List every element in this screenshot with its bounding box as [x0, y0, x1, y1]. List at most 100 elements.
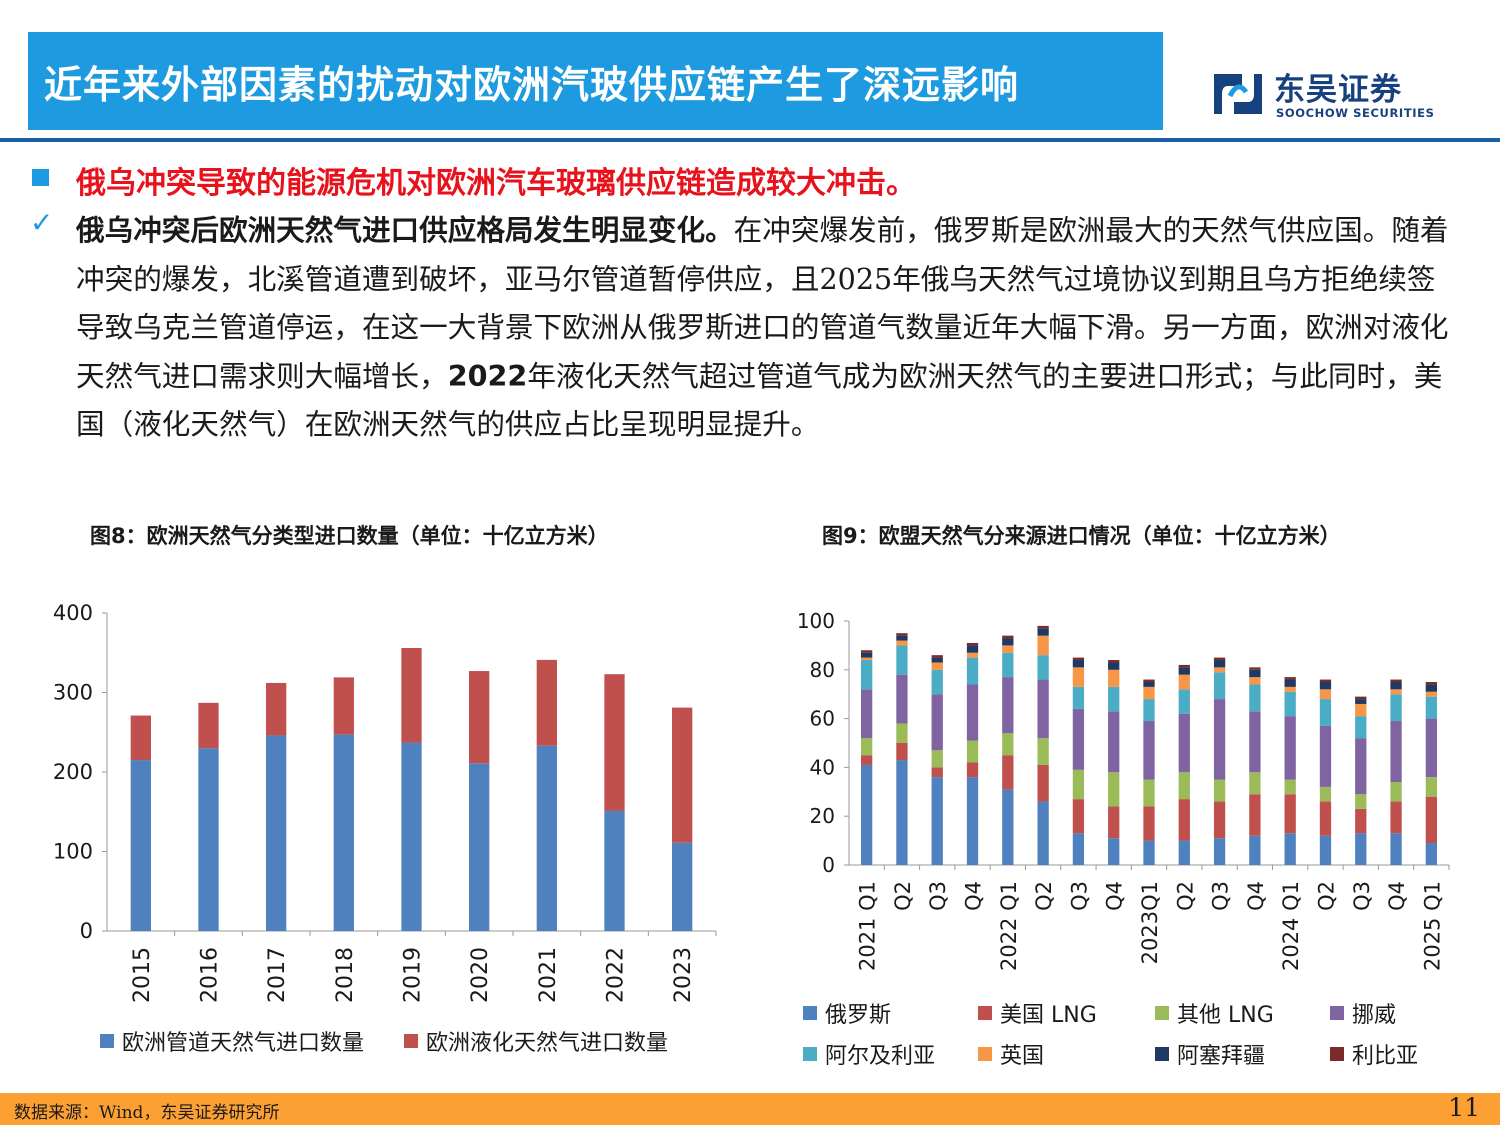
x-category-label: 2020: [468, 947, 493, 1003]
legend-swatch: [803, 1047, 817, 1061]
title-bar: 近年来外部因素的扰动对欧洲汽玻供应链产生了深远影响: [28, 32, 1163, 130]
bar-segment: [1390, 694, 1402, 722]
legend-swatch: [978, 1006, 992, 1020]
x-category-label: 2023Q1: [1138, 881, 1162, 964]
headline: 俄乌冲突导致的能源危机对欧洲汽车玻璃供应链造成较大冲击。: [76, 166, 916, 201]
bar-segment: [1037, 635, 1049, 656]
bar-segment: [931, 694, 943, 751]
x-category-label: 2021 Q1: [856, 881, 880, 971]
x-category-label: 2022: [604, 947, 629, 1003]
bar-segment: [1319, 682, 1332, 690]
figure8-caption: 图8：欧洲天然气分类型进口数量（单位：十亿立方米）: [90, 524, 609, 548]
bar-segment: [604, 810, 625, 931]
x-category-label: 2016: [198, 947, 223, 1003]
bar-segment: [1178, 772, 1190, 800]
legend-label: 欧洲管道天然气进口数量: [122, 1031, 365, 1056]
x-category-label: Q4: [962, 881, 986, 911]
bar-segment: [672, 707, 693, 843]
bar-segment: [1002, 755, 1014, 790]
bar-segment: [896, 743, 908, 761]
bar-segment: [1249, 772, 1261, 795]
bar-segment: [1178, 689, 1190, 714]
x-category-label: 2022 Q1: [997, 881, 1021, 971]
bar-segment: [130, 760, 151, 931]
bar-segment: [931, 777, 943, 865]
bar-segment: [1390, 833, 1402, 865]
bar-segment: [1319, 801, 1332, 836]
bar-segment: [672, 842, 693, 931]
source-note: 数据来源：Wind，东吴证券研究所: [14, 1103, 280, 1123]
x-category-label: Q4: [1103, 881, 1127, 911]
bar-segment: [1284, 833, 1296, 865]
bar-segment: [1178, 713, 1190, 773]
bar-segment: [1072, 660, 1085, 668]
bar-segment: [896, 645, 908, 675]
bar-segment: [401, 742, 422, 931]
bar-segment: [1213, 672, 1226, 700]
x-category-label: 2019: [401, 947, 426, 1003]
bar-segment: [1072, 667, 1085, 687]
bar-segment: [966, 645, 979, 653]
x-category-label: 2015: [130, 947, 155, 1003]
bar-segment: [1284, 677, 1296, 680]
bar-segment: [1002, 635, 1014, 639]
x-category-label: Q3: [1067, 881, 1091, 911]
bar-segment: [861, 755, 873, 765]
checkmark-icon: ✓: [30, 206, 54, 239]
x-category-label: 2018: [333, 947, 358, 1003]
y-tick-label: 0: [822, 853, 835, 877]
bar-segment: [1355, 738, 1367, 795]
legend-item: 挪威: [1330, 997, 1396, 1029]
x-category-label: Q2: [1032, 881, 1056, 911]
bar-segment: [1108, 662, 1120, 670]
x-category-label: 2025 Q1: [1420, 881, 1444, 971]
bar-segment: [1037, 801, 1049, 865]
bar-segment: [1213, 660, 1226, 668]
legend-swatch: [1155, 1047, 1169, 1061]
bar-segment: [198, 702, 219, 749]
bar-segment: [1390, 782, 1402, 802]
legend-label: 利比亚: [1352, 1044, 1419, 1069]
y-tick-label: 40: [810, 755, 835, 779]
bar-segment: [1249, 794, 1261, 836]
x-category-label: Q2: [891, 881, 915, 911]
x-category-label: 2023: [671, 947, 696, 1003]
x-category-label: Q2: [1173, 881, 1197, 911]
x-category-label: 2021: [536, 947, 561, 1003]
bar-segment: [1037, 628, 1049, 636]
legend-label: 阿尔及利亚: [825, 1044, 936, 1069]
bar-segment: [1178, 667, 1190, 675]
bar-segment: [1143, 840, 1155, 865]
bar-segment: [1249, 677, 1261, 685]
bar-segment: [861, 689, 873, 739]
x-category-label: Q3: [1209, 881, 1233, 911]
bar-segment: [966, 762, 979, 778]
bar-segment: [1143, 682, 1155, 687]
x-category-label: Q3: [926, 881, 950, 911]
legend-item: 其他 LNG: [1155, 997, 1274, 1029]
bar-segment: [333, 734, 354, 931]
y-tick-label: 100: [53, 840, 93, 864]
legend-item: 欧洲管道天然气进口数量: [100, 1025, 364, 1057]
x-category-label: Q3: [1350, 881, 1374, 911]
bar-segment: [896, 723, 908, 743]
y-tick-label: 20: [810, 804, 835, 828]
bar-segment: [861, 660, 873, 690]
bar-segment: [1178, 674, 1190, 690]
bar-segment: [1425, 843, 1437, 865]
legend-label: 挪威: [1352, 1003, 1397, 1028]
body-text-2: 年液化天然气超过管道气成为欧洲天然气的主要进口形式；与此同时，美国（液化天然气）…: [76, 358, 1443, 442]
bar-segment: [966, 740, 979, 763]
x-category-label: 2024 Q1: [1279, 881, 1303, 971]
bar-segment: [861, 652, 873, 658]
bar-segment: [130, 715, 151, 761]
bar-segment: [1390, 682, 1402, 690]
x-category-label: 2017: [265, 947, 290, 1003]
legend-label: 美国 LNG: [1000, 1003, 1097, 1028]
bar-segment: [1355, 699, 1367, 704]
bar-segment: [1284, 779, 1296, 795]
legend-swatch: [100, 1034, 114, 1048]
legend-item: 阿塞拜疆: [1155, 1038, 1265, 1070]
bar-segment: [1072, 769, 1085, 800]
page-number: 11: [1448, 1093, 1480, 1122]
